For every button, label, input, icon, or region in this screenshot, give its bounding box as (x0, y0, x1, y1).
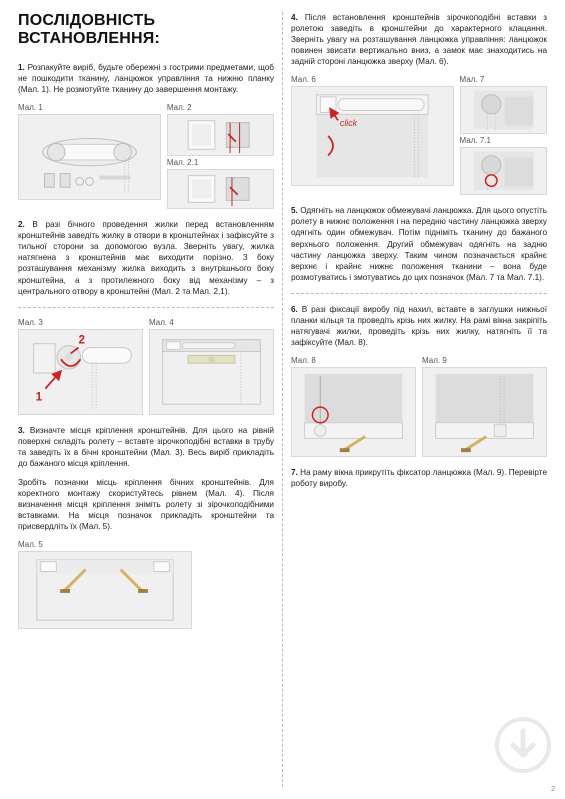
fig8-label: Мал. 8 (291, 356, 416, 365)
step-5-body: Одягніть на ланцюжок обмежувачі ланцюжка… (291, 206, 547, 281)
step-1-lead: 1. (18, 63, 25, 72)
fig1 (18, 114, 161, 200)
fig9-wrap: Мал. 9 (422, 356, 547, 457)
fig2 (167, 114, 274, 156)
step-7-body: На раму вікна прикрутіть фіксатор ланцюж… (291, 468, 547, 488)
fig5 (18, 551, 192, 629)
step-3a-body: Визначте місця кріплення кронштейнів. Дл… (18, 426, 274, 468)
fig71 (460, 147, 548, 195)
watermark-icon (495, 717, 551, 773)
step-5-text: 5. Одягніть на ланцюжок обмежувачі ланцю… (291, 205, 547, 282)
fig3: 1 2 (18, 329, 143, 415)
fig5-label: Мал. 5 (18, 540, 274, 549)
fig6: click (291, 86, 454, 186)
click-label: click (340, 119, 358, 129)
divider-right (291, 293, 547, 294)
fig6-wrap: Мал. 6 click (291, 75, 454, 195)
step-6-text: 6. В разі фіксації виробу під нахил, вст… (291, 304, 547, 348)
fig7-label: Мал. 7 (460, 75, 548, 84)
step-2-text: 2. В разі бічного проведення жилки перед… (18, 219, 274, 296)
fig8-wrap: Мал. 8 (291, 356, 416, 457)
step-7-text: 7. На раму вікна прикрутіть фіксатор лан… (291, 467, 547, 489)
fig-row-1-2: Мал. 1 (18, 103, 274, 209)
fig71-label: Мал. 7.1 (460, 136, 548, 145)
fig4 (149, 329, 274, 415)
annot-1: 1 (36, 390, 43, 403)
left-column: ПОСЛІДОВНІСТЬ ВСТАНОВЛЕННЯ: 1. Розпакуйт… (10, 12, 283, 787)
fig21-label: Мал. 2.1 (167, 158, 274, 167)
fig3-wrap: Мал. 3 1 2 (18, 318, 143, 415)
doc-title: ПОСЛІДОВНІСТЬ ВСТАНОВЛЕННЯ: (18, 12, 274, 48)
step-6-body: В разі фіксації виробу під нахил, вставт… (291, 305, 547, 347)
step-3b-text: Зробіть позначки місць кріплення бічних … (18, 477, 274, 532)
fig9-label: Мал. 9 (422, 356, 547, 365)
step-3a-text: 3. Визначте місця кріплення кронштейнів.… (18, 425, 274, 469)
fig-row-6-7: Мал. 6 click (291, 75, 547, 195)
fig7 (460, 86, 548, 134)
fig5-wrap: Мал. 5 (18, 540, 274, 629)
step-1-text: 1. Розпакуйте виріб, будьте обережні з г… (18, 62, 274, 95)
step-2-lead: 2. (18, 220, 25, 229)
fig6-label: Мал. 6 (291, 75, 454, 84)
right-column: 4. Після встановлення кронштейнів зірочк… (283, 12, 555, 787)
fig2-wrap: Мал. 2 Мал. 2.1 (167, 103, 274, 209)
step-4-body: Після встановлення кронштейнів зірочкопо… (291, 13, 547, 66)
step-4-lead: 4. (291, 13, 298, 22)
annot-2: 2 (79, 333, 86, 346)
step-2-body: В разі бічного проведення жилки перед вс… (18, 220, 274, 295)
step-4-text: 4. Після встановлення кронштейнів зірочк… (291, 12, 547, 67)
fig3-label: Мал. 3 (18, 318, 143, 327)
fig-row-8-9: Мал. 8 Мал. 9 (291, 356, 547, 457)
fig8 (291, 367, 416, 457)
fig21 (167, 169, 274, 209)
step-6-lead: 6. (291, 305, 298, 314)
fig-row-3-4: Мал. 3 1 2 (18, 318, 274, 415)
fig2-label: Мал. 2 (167, 103, 274, 112)
step-7-lead: 7. (291, 468, 298, 477)
fig4-wrap: Мал. 4 (149, 318, 274, 415)
page-number: 2 (551, 786, 555, 793)
fig4-label: Мал. 4 (149, 318, 274, 327)
fig1-label: Мал. 1 (18, 103, 161, 112)
fig9 (422, 367, 547, 457)
divider-left (18, 307, 274, 308)
step-1-body: Розпакуйте виріб, будьте обережні з гост… (18, 63, 274, 94)
fig1-wrap: Мал. 1 (18, 103, 161, 209)
fig7-wrap: Мал. 7 Мал. 7.1 (460, 75, 548, 195)
step-3-lead: 3. (18, 426, 25, 435)
step-5-lead: 5. (291, 206, 298, 215)
